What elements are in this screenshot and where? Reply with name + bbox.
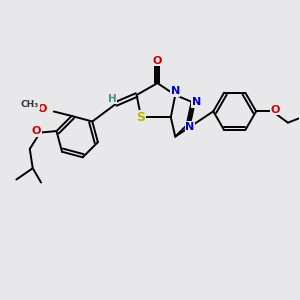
Text: N: N bbox=[185, 122, 195, 132]
Text: H: H bbox=[108, 94, 117, 103]
Text: S: S bbox=[136, 111, 146, 124]
Text: CH₃: CH₃ bbox=[21, 100, 39, 109]
Text: N: N bbox=[171, 86, 180, 96]
Text: O: O bbox=[38, 104, 47, 114]
Text: O: O bbox=[271, 105, 280, 115]
Text: N: N bbox=[192, 98, 201, 107]
Text: O: O bbox=[32, 126, 41, 136]
Text: O: O bbox=[153, 56, 162, 66]
